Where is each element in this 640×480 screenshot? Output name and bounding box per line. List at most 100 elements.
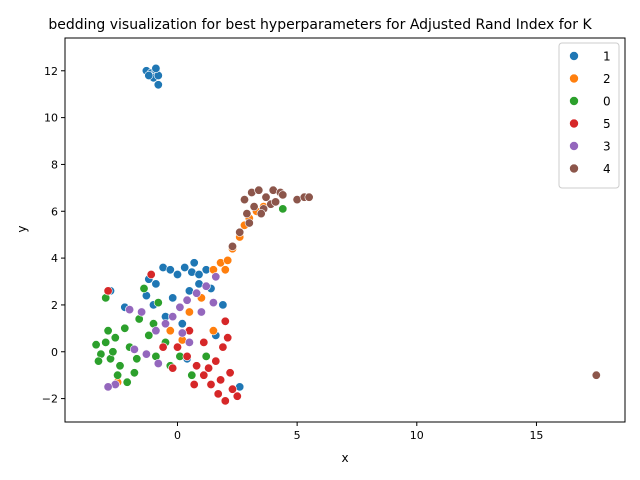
- legend-marker: [569, 51, 579, 61]
- x-tick-label: 15: [529, 429, 543, 442]
- scatter-point: [103, 382, 113, 392]
- scatter-point: [153, 298, 163, 308]
- scatter-point: [173, 342, 183, 352]
- points-layer: [91, 63, 601, 406]
- scatter-point: [146, 269, 156, 279]
- scatter-point: [304, 192, 314, 202]
- scatter-point: [165, 326, 175, 336]
- scatter-point: [278, 190, 288, 200]
- scatter-point: [175, 302, 185, 312]
- scatter-point: [228, 241, 238, 251]
- x-tick-label: 10: [410, 429, 424, 442]
- scatter-point: [591, 370, 601, 380]
- scatter-point: [220, 396, 230, 406]
- scatter-point: [165, 265, 175, 275]
- scatter-point: [271, 197, 281, 207]
- scatter-point: [213, 389, 223, 399]
- scatter-point: [278, 204, 288, 214]
- scatter-point: [194, 269, 204, 279]
- scatter-point: [115, 361, 125, 371]
- legend-marker: [569, 73, 579, 84]
- scatter-point: [204, 363, 214, 373]
- scatter-point: [122, 377, 132, 387]
- scatter-point: [153, 358, 163, 368]
- y-tick-label: 12: [44, 65, 58, 78]
- scatter-point: [184, 337, 194, 347]
- scatter-point: [113, 370, 123, 380]
- scatter-point: [144, 330, 154, 340]
- scatter-point: [153, 80, 163, 90]
- scatter-point: [151, 279, 161, 289]
- scatter-point: [91, 340, 101, 350]
- scatter-point: [211, 272, 221, 282]
- x-axis: 0 5 10 15: [174, 422, 543, 442]
- y-axis-label: y: [15, 225, 29, 232]
- scatter-point: [235, 227, 245, 237]
- scatter-point: [125, 305, 135, 315]
- legend-marker: [569, 118, 579, 129]
- y-tick-label: −2: [42, 393, 58, 406]
- scatter-point: [132, 354, 142, 364]
- scatter-point: [192, 361, 202, 371]
- scatter-point: [129, 368, 139, 378]
- chart-title: bedding visualization for best hyperpara…: [48, 17, 592, 33]
- scatter-point: [240, 195, 250, 205]
- legend-marker: [569, 141, 579, 151]
- scatter-point: [242, 209, 252, 219]
- scatter-point: [168, 363, 178, 373]
- scatter-point: [218, 342, 228, 352]
- scatter-point: [103, 286, 113, 296]
- scatter-point: [151, 63, 161, 73]
- scatter-point: [180, 262, 190, 272]
- scatter-point: [129, 344, 139, 354]
- scatter-point: [182, 351, 192, 361]
- scatter-point: [220, 316, 230, 326]
- scatter-point: [192, 288, 202, 298]
- scatter-point: [189, 379, 199, 389]
- scatter-point: [137, 307, 147, 317]
- scatter-point: [261, 192, 271, 202]
- scatter-point: [225, 368, 235, 378]
- scatter-point: [168, 312, 178, 322]
- scatter-point: [144, 71, 154, 81]
- scatter-point: [256, 209, 266, 219]
- y-tick-label: 6: [51, 205, 58, 218]
- scatter-point: [223, 255, 233, 265]
- scatter-point: [108, 347, 118, 357]
- scatter-point: [218, 300, 228, 310]
- legend-label: 0: [603, 95, 611, 109]
- scatter-point: [244, 218, 254, 228]
- legend-label: 2: [603, 72, 611, 86]
- legend-label: 1: [603, 50, 611, 64]
- scatter-point: [232, 391, 242, 401]
- legend-marker: [569, 96, 579, 106]
- scatter-point: [208, 326, 218, 336]
- y-tick-label: 0: [51, 346, 58, 359]
- scatter-point: [158, 342, 168, 352]
- scatter-point: [161, 319, 171, 329]
- y-tick-label: 4: [51, 252, 58, 265]
- x-axis-label: x: [341, 451, 348, 465]
- scatter-point: [110, 333, 120, 343]
- scatter-point: [187, 370, 197, 380]
- scatter-point: [228, 384, 238, 394]
- plot-frame: [64, 37, 626, 423]
- scatter-point: [208, 298, 218, 308]
- scatter-point: [120, 323, 130, 333]
- y-axis: −2 0 2 4 6 8 10 12: [42, 65, 65, 406]
- scatter-point: [216, 375, 226, 385]
- scatter-point: [220, 265, 230, 275]
- scatter-point: [177, 328, 187, 338]
- scatter-point: [151, 326, 161, 336]
- scatter-point: [168, 293, 178, 303]
- scatter-point: [199, 370, 209, 380]
- scatter-point: [182, 295, 192, 305]
- scatter-point: [141, 349, 151, 359]
- y-tick-label: 10: [44, 112, 58, 125]
- scatter-point: [94, 356, 104, 366]
- y-tick-label: 8: [51, 158, 58, 171]
- scatter-point: [184, 307, 194, 317]
- scatter-point: [177, 319, 187, 329]
- scatter-point: [206, 379, 216, 389]
